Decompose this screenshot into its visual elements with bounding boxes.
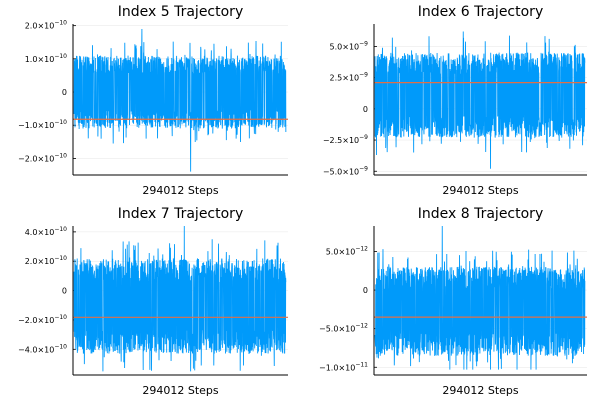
x-axis-label: 294012 Steps <box>442 184 519 197</box>
chart-title: Index 7 Trajectory <box>118 206 243 222</box>
y-tick-exponent: −10 <box>54 20 67 27</box>
y-tick-exponent: −12 <box>355 245 368 252</box>
y-tick-label: 1.0×10−10 <box>25 53 67 64</box>
y-tick-mantissa: 2.0 <box>25 22 38 31</box>
chart-title: Index 5 Trajectory <box>118 4 243 20</box>
series-line <box>73 225 287 372</box>
y-tick-mantissa: −1.0 <box>319 363 338 372</box>
y-tick-mantissa: 4.0 <box>25 228 38 237</box>
y-tick-exponent: −9 <box>359 134 368 141</box>
y-tick-mantissa: −1.0 <box>18 121 37 130</box>
y-tick-mantissa: 2.0 <box>25 257 38 266</box>
y-tick-mantissa: 2.5 <box>330 74 343 83</box>
y-tick-label: 0 <box>62 287 67 296</box>
chart-title: Index 6 Trajectory <box>418 4 543 20</box>
y-tick-mantissa: 5.0 <box>330 42 343 51</box>
y-tick-label: 0 <box>363 286 368 295</box>
y-tick-exponent: −10 <box>54 343 67 350</box>
y-tick-label: 2.5×10−9 <box>330 72 369 83</box>
series-line <box>73 28 287 172</box>
y-tick-label: −5.0×10−12 <box>319 323 368 334</box>
y-tick-mantissa: 1.0 <box>25 55 38 64</box>
y-tick-label: 2.0×10−10 <box>25 255 67 266</box>
y-tick-exponent: −10 <box>54 314 67 321</box>
y-tick-mantissa: −2.5 <box>323 136 342 145</box>
y-tick-label: 5.0×10−12 <box>326 245 368 256</box>
y-tick-label: 4.0×10−10 <box>25 226 67 237</box>
y-tick-label: 0 <box>62 88 67 97</box>
y-tick-label: −1.0×10−11 <box>319 361 368 372</box>
y-tick-mantissa: −5.0 <box>323 167 342 176</box>
x-axis-label: 294012 Steps <box>142 384 219 397</box>
x-axis-label: 294012 Steps <box>142 184 219 197</box>
series-line <box>374 225 586 370</box>
chart-panel-5: Index 5 Trajectory 2.0×10−10 1.0×10−10 0 −1.… <box>18 4 288 197</box>
y-tick-exponent: −9 <box>359 165 368 172</box>
y-tick-mantissa: 5.0 <box>326 247 339 256</box>
y-tick-label: −5.0×10−9 <box>323 165 368 176</box>
y-tick-exponent: −10 <box>54 255 67 262</box>
chart-panel-6: Index 6 Trajectory 5.0×10−9 2.5×10−9 0 −2.5×… <box>323 4 587 197</box>
y-tick-label: −4.0×10−10 <box>18 343 67 354</box>
y-tick-mantissa: −2.0 <box>18 154 37 163</box>
y-tick-label: 5.0×10−9 <box>330 40 369 51</box>
y-tick-exponent: −9 <box>359 72 368 79</box>
y-tick-label: 2.0×10−10 <box>25 20 67 31</box>
y-tick-exponent: −10 <box>54 152 67 159</box>
y-tick-label: −1.0×10−10 <box>18 119 67 130</box>
y-tick-mantissa: −5.0 <box>319 325 338 334</box>
chart-title: Index 8 Trajectory <box>418 206 543 222</box>
chart-panel-7: Index 7 Trajectory 4.0×10−10 2.0×10−10 0 −2.… <box>18 206 288 397</box>
y-tick-exponent: −11 <box>355 361 368 368</box>
y-tick-exponent: −12 <box>355 323 368 330</box>
chart-panel-8: Index 8 Trajectory5.0×10−120−5.0×10−12−1… <box>319 206 587 397</box>
y-tick-label: −2.0×10−10 <box>18 152 67 163</box>
y-tick-label: 0 <box>363 105 368 114</box>
y-tick-mantissa: −2.0 <box>18 316 37 325</box>
series-line <box>374 31 586 169</box>
y-tick-mantissa: −4.0 <box>18 345 37 354</box>
y-tick-exponent: −9 <box>359 40 368 47</box>
y-tick-exponent: −10 <box>54 53 67 60</box>
y-tick-label: −2.5×10−9 <box>323 134 368 145</box>
y-tick-exponent: −10 <box>54 226 67 233</box>
x-axis-label: 294012 Steps <box>442 384 519 397</box>
y-tick-label: −2.0×10−10 <box>18 314 67 325</box>
y-tick-exponent: −10 <box>54 119 67 126</box>
